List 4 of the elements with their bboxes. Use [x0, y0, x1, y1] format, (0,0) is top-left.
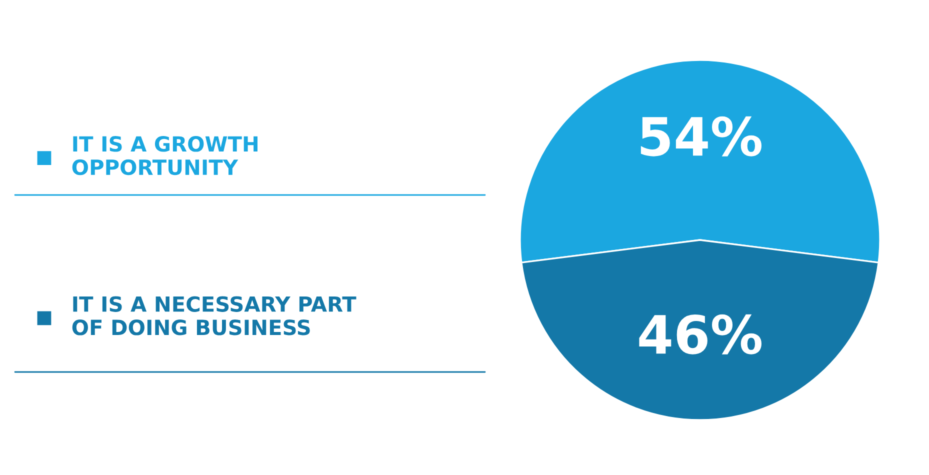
legend-label: IT IS A GROWTH OPPORTUNITY — [72, 136, 258, 176]
data-label: 54% — [640, 116, 762, 156]
data-label: 46% — [639, 314, 762, 354]
legend-label: IT IS A NECESSARY PART OF DOING BUSINESS — [72, 296, 356, 336]
